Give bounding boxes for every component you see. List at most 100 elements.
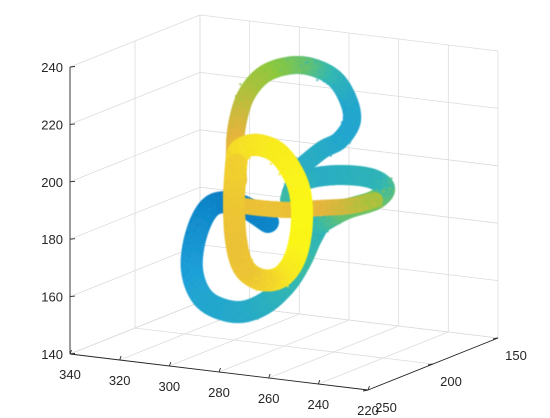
- knot-point: [231, 173, 234, 176]
- knot-point: [350, 179, 352, 182]
- knot-point: [284, 186, 287, 188]
- knot-point: [287, 154, 290, 157]
- knot-point: [326, 82, 329, 85]
- knot-point: [341, 172, 344, 175]
- knot-point: [364, 177, 367, 180]
- knot-point: [246, 102, 249, 104]
- knot-point: [265, 283, 268, 286]
- knot-point: [318, 70, 321, 73]
- knot-point: [285, 294, 288, 297]
- knot-point: [322, 80, 325, 83]
- knot-point: [288, 65, 291, 67]
- knot-point: [312, 177, 314, 180]
- knot-point: [255, 135, 258, 138]
- knot-point: [236, 113, 238, 116]
- knot-point: [223, 211, 226, 214]
- knot-point: [334, 202, 337, 205]
- knot-point: [302, 163, 305, 166]
- knot-point: [254, 149, 257, 151]
- knot-point: [256, 317, 259, 320]
- knot-point: [268, 291, 270, 294]
- knot-point: [237, 180, 240, 182]
- knot-point: [253, 304, 256, 307]
- knot-point: [199, 289, 202, 292]
- knot-point: [310, 60, 313, 63]
- knot-point: [380, 190, 383, 193]
- knot-point: [305, 242, 308, 245]
- x-tick-label: 320: [109, 373, 131, 388]
- knot-point: [307, 162, 310, 165]
- knot-point: [312, 154, 315, 157]
- knot-point: [240, 238, 243, 241]
- z-tick-label: 240: [41, 60, 63, 75]
- knot-point: [245, 164, 248, 167]
- knot-point: [196, 215, 199, 217]
- knot-point: [189, 275, 191, 278]
- knot-point: [343, 143, 346, 146]
- knot-point: [266, 211, 269, 214]
- knot-point: [367, 181, 370, 184]
- knot-point: [283, 269, 286, 271]
- knot-point: [257, 294, 260, 297]
- knot-point: [311, 236, 314, 239]
- knot-point: [316, 204, 319, 206]
- knot-point: [373, 182, 376, 184]
- knot-point: [309, 158, 312, 161]
- knot-point: [245, 248, 248, 251]
- knot-point: [268, 281, 271, 284]
- knot-point: [387, 178, 390, 181]
- knot-point: [285, 160, 288, 163]
- knot-point: [290, 185, 293, 188]
- knot-point: [262, 80, 265, 83]
- knot-point: [226, 138, 229, 140]
- knot-point: [232, 169, 235, 172]
- knot-point: [230, 208, 233, 211]
- knot-point: [354, 125, 357, 128]
- knot-point: [226, 181, 229, 184]
- knot-point: [346, 201, 349, 204]
- knot-point: [249, 307, 252, 310]
- knot-point: [299, 275, 302, 278]
- knot-point: [277, 145, 280, 148]
- knot-point: [246, 211, 249, 214]
- knot-point: [266, 279, 269, 282]
- knot-point: [318, 145, 321, 148]
- x-tick-label: 260: [258, 391, 280, 406]
- knot-point: [240, 190, 243, 193]
- knot-point: [338, 222, 341, 225]
- knot-point: [339, 98, 342, 101]
- knot-point: [386, 191, 389, 194]
- knot-point: [345, 100, 348, 103]
- knot-point: [236, 103, 239, 106]
- x-tick-label: 340: [59, 367, 81, 382]
- knot-point: [288, 281, 291, 284]
- knot-point: [246, 78, 249, 81]
- z-tick: [69, 180, 76, 183]
- knot-point: [191, 282, 194, 285]
- knot-point: [257, 143, 260, 146]
- knot-point: [265, 270, 268, 272]
- knot-point: [348, 214, 351, 217]
- knot-point: [322, 215, 325, 218]
- knot-point: [316, 79, 319, 82]
- knot-point: [330, 146, 333, 148]
- knot-point: [202, 299, 205, 302]
- knot-point: [243, 278, 246, 281]
- knot-point: [334, 141, 337, 144]
- knot-point: [326, 230, 329, 233]
- knot-point: [272, 158, 275, 160]
- knot-point: [329, 154, 332, 157]
- knot-point: [303, 217, 306, 219]
- knot-point: [286, 192, 289, 195]
- knot-point: [224, 310, 227, 313]
- knot-point: [247, 147, 250, 150]
- knot-point: [264, 206, 267, 209]
- knot-point: [311, 257, 314, 259]
- knot-point: [312, 235, 315, 237]
- knot-point: [314, 219, 317, 222]
- knot-point: [373, 203, 376, 205]
- knot-point: [251, 208, 253, 211]
- knot-point: [194, 286, 197, 289]
- knot-point: [273, 206, 275, 208]
- knot-point: [371, 201, 373, 204]
